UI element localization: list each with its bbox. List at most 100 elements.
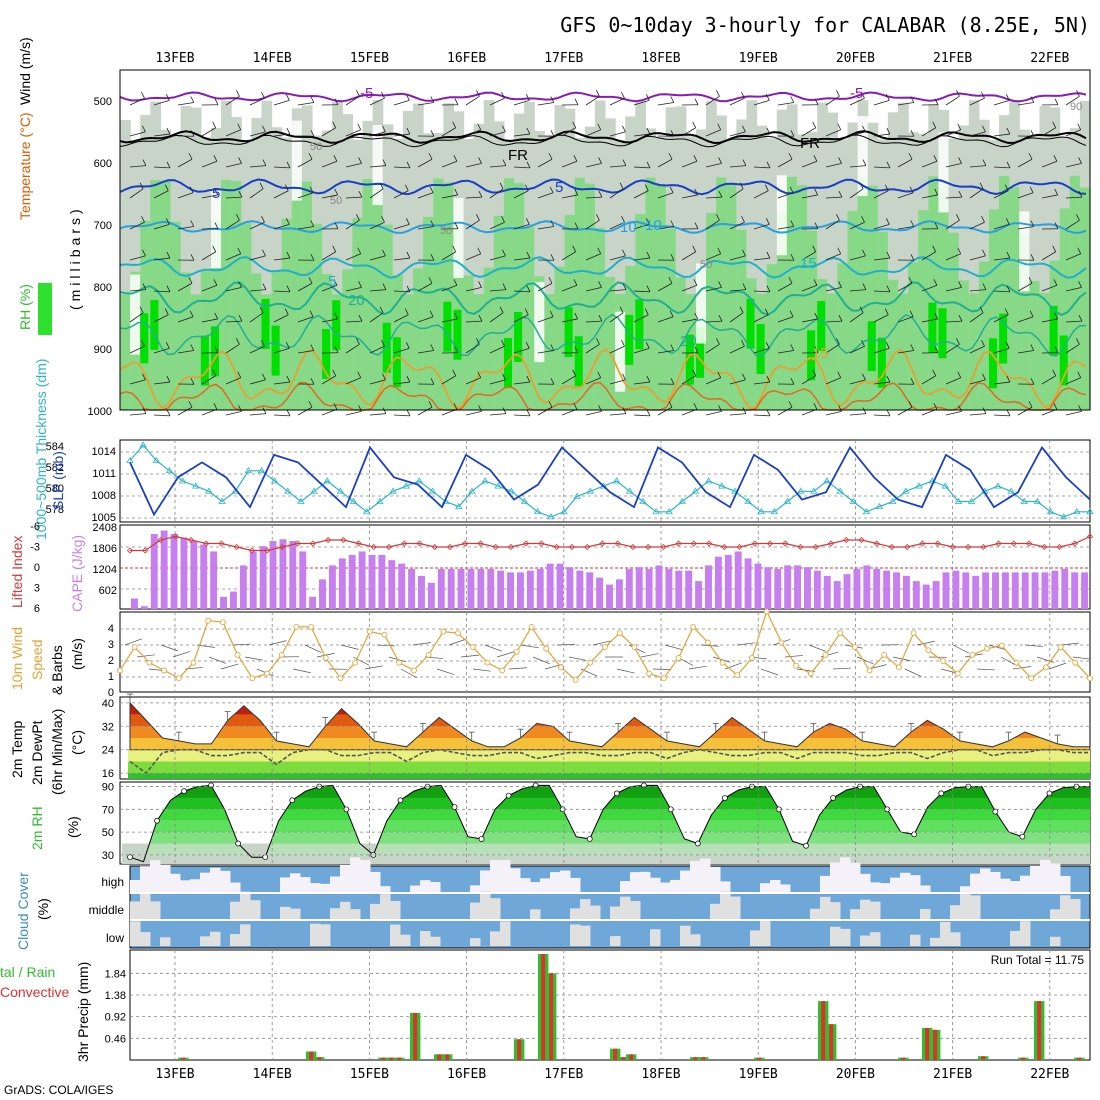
li-point (553, 543, 560, 551)
wind-barb-flag (597, 371, 602, 378)
wind-barb (921, 251, 936, 261)
wind-point (278, 651, 285, 658)
pressure-tick: 700 (94, 220, 112, 232)
cape-bar (863, 565, 871, 609)
rh-point (830, 795, 836, 801)
wind-barb-flag (189, 310, 194, 317)
wind-barb-flag (452, 245, 457, 252)
wind-barb-flag (742, 249, 746, 257)
cloud-high (300, 877, 311, 892)
barb-10m (232, 643, 251, 646)
wind-barb (441, 251, 456, 261)
barb-10m (592, 640, 611, 646)
thickness-point (349, 497, 358, 504)
cloud-mid (870, 901, 881, 919)
rh-band-mid (958, 280, 970, 410)
wind-barb-flag (525, 342, 530, 349)
cape-bar (744, 558, 752, 609)
wind-barb (273, 290, 290, 293)
wind-barb (177, 316, 194, 323)
wind-barb (393, 190, 409, 199)
date-top-22FEB: 22FEB (1030, 51, 1069, 66)
wind-barb (1065, 287, 1082, 292)
wind-barb (417, 282, 433, 292)
rh-band-light (675, 106, 687, 410)
cape-bar (1071, 572, 1079, 609)
li-point (355, 540, 362, 547)
wind-barb-flag (262, 125, 266, 133)
cloud-mid (1070, 898, 1081, 919)
rh-band-mid (877, 231, 889, 410)
wind-units-group: (m/s) (69, 638, 85, 670)
wind-barb-flag (262, 373, 266, 381)
wind-point (366, 628, 373, 635)
cape-bar (932, 581, 940, 609)
wind-barb-flag (334, 98, 339, 105)
barb-10m (448, 638, 467, 646)
wind-barb-flag (502, 159, 507, 166)
wind-barb-flag (286, 285, 291, 293)
wind-tick: 0 (108, 687, 114, 699)
rh-band (130, 797, 1090, 810)
wind-barb (177, 102, 194, 106)
wind-barb (393, 257, 410, 261)
rh-band-mid (554, 266, 566, 410)
wind-barb (705, 95, 720, 106)
rh-band-dark (271, 325, 280, 376)
barb-10m (616, 668, 635, 674)
wind-barb (129, 221, 145, 230)
thickness-point (915, 482, 923, 489)
wind-barb (225, 163, 242, 168)
precip-label-total: tal / Rain (0, 964, 55, 980)
wind-barb-flag (285, 94, 290, 101)
wind-barb-flag (885, 342, 890, 349)
cape-bar (556, 563, 564, 609)
cloud-low (840, 928, 851, 946)
wind-barb (993, 166, 1010, 169)
wind-barb (681, 194, 698, 199)
li-point (340, 536, 347, 544)
wind-barb (321, 284, 338, 292)
rh2m-label: 2m RH (29, 806, 45, 850)
wind-barb (273, 99, 290, 106)
wind-barb (225, 253, 241, 261)
wind-barb (201, 318, 218, 323)
wind-barb (753, 133, 770, 137)
thickness-point (218, 497, 226, 504)
wind-barb (225, 219, 240, 230)
cloud-low (1010, 930, 1021, 946)
wind-barb-flag (166, 127, 171, 135)
wind-barb (369, 312, 384, 323)
rh-band-mid (443, 182, 455, 410)
wind-barb-flag (261, 340, 265, 347)
li-point (1025, 540, 1033, 547)
wind-barb-flag (958, 157, 962, 164)
cloud-mid (960, 891, 971, 919)
wind-barb (1065, 411, 1082, 416)
band-16 (128, 773, 1090, 779)
precip-conv-bar (757, 1057, 762, 1060)
wind-barb-flag (814, 312, 819, 320)
wind-barb (177, 406, 193, 416)
cloud-level-low: low (106, 931, 124, 945)
rh-band-mid (999, 176, 1010, 410)
cape-bar (813, 570, 821, 609)
wind-barb (705, 377, 721, 385)
wind-barb-flag (382, 407, 387, 414)
wind-barb (1017, 158, 1033, 168)
wind-barb (945, 95, 960, 106)
wind-barb (585, 320, 602, 323)
wind-barb (513, 414, 530, 417)
thickness-point (796, 487, 805, 494)
cloud-high (1020, 875, 1031, 892)
wind-barb-flag (406, 285, 411, 293)
wind-barb-flag (454, 188, 459, 196)
wind-barb (153, 223, 170, 230)
contour-line (119, 178, 1087, 196)
cloud-high (1010, 881, 1021, 892)
cape-bar (259, 546, 267, 609)
wind-barb-flag (1004, 308, 1009, 315)
barb-10m (1048, 662, 1067, 670)
wind-barb (729, 379, 746, 385)
rh-band-light (483, 100, 495, 411)
